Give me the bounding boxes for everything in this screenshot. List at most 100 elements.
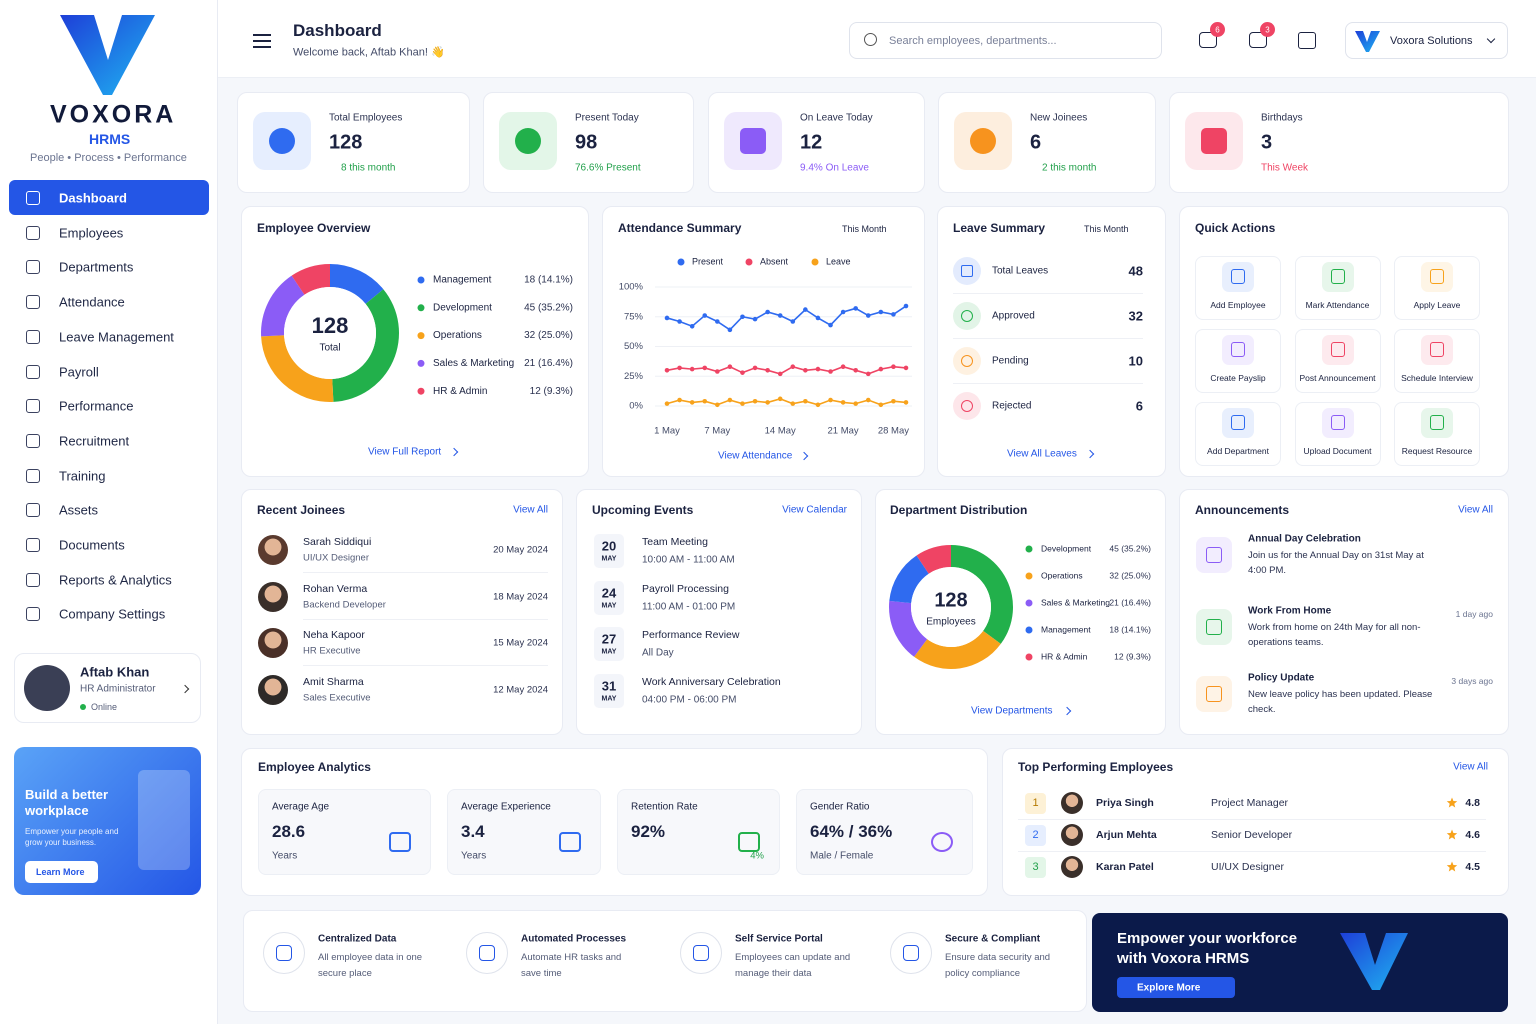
action-tile[interactable] [1394,256,1480,320]
badge-count: 3 [1265,25,1270,34]
nav-item[interactable]: Recruitment [59,433,130,449]
mail-icon[interactable] [1249,32,1267,48]
nav-item[interactable]: Payroll [59,364,99,379]
action-label[interactable]: Upload Document [1303,446,1372,456]
card-title: Quick Actions [1195,221,1276,235]
event-time: 04:00 PM - 06:00 PM [642,694,737,705]
promo-text: Empower your people and grow your busine… [25,827,119,847]
nav-item[interactable]: Departments [59,259,134,275]
nav-item[interactable]: Training [59,468,106,484]
metric-box [258,789,431,875]
nav-icon [26,364,40,379]
nav-icon [26,399,40,414]
action-tile[interactable] [1294,329,1381,393]
rank-badge [1025,793,1046,814]
nav-item[interactable]: Leave Management [59,329,174,345]
nav-icon [26,607,40,622]
joinee-role: HR Executive [303,645,361,657]
nav-icon [26,225,40,240]
event-day: 27 [601,631,617,647]
brand-name: VOXORA [50,100,177,129]
action-label[interactable]: Apply Leave [1413,300,1461,310]
leave-glyph [961,355,973,367]
feature-text: Automate HR tasks and save time [521,952,622,979]
feature-text: All employee data in one secure place [318,952,423,979]
performer-role: Senior Developer [1211,829,1293,841]
action-glyph [1430,269,1444,284]
card-title: Leave Summary [953,221,1046,235]
nav-item[interactable]: Attendance [59,294,125,310]
page-title: Dashboard [293,21,382,40]
menu-bar [253,34,271,36]
feature-icon [680,932,722,974]
nav-item[interactable]: Documents [59,537,125,553]
nav-item[interactable]: Dashboard [59,190,127,206]
action-tile[interactable] [1294,402,1381,466]
cta-button[interactable] [1117,977,1235,998]
action-tile[interactable] [1195,256,1281,320]
badge [1210,22,1225,37]
action-tile[interactable] [1394,329,1480,393]
cta-button-label[interactable]: Explore More [1137,982,1201,993]
action-label[interactable]: Schedule Interview [1401,373,1473,383]
feature-icon [466,932,508,974]
nav-icon [26,295,40,310]
nav-icon [26,191,40,205]
action-tile[interactable] [1195,329,1281,393]
leave-value: 48 [1128,263,1143,279]
badge [1260,22,1275,37]
metric-sub: 4% [750,850,764,862]
card-link[interactable]: View All Leaves [1007,448,1077,460]
action-label[interactable]: Request Resource [1401,446,1473,456]
event-month: MAY [601,602,617,609]
metric-value: 28.6 [272,822,306,841]
promo-button[interactable] [25,861,98,883]
promo-button-label[interactable]: Learn More [36,867,85,877]
nav-item[interactable]: Company Settings [59,606,166,622]
rank-badge [1025,857,1046,878]
action-label[interactable]: Post Announcement [1299,373,1376,383]
period-select[interactable]: This Month [842,224,887,234]
metric-sub: Years [272,850,298,862]
nav-item[interactable]: Employees [59,225,124,241]
nav-item[interactable]: Assets [59,502,99,518]
leave-icon [953,257,981,285]
card-link[interactable]: View Departments [971,705,1053,717]
action-label[interactable]: Create Payslip [1210,373,1266,383]
date-block [594,580,624,615]
action-label[interactable]: Add Employee [1210,300,1266,310]
kpi-label: Total Employees [329,112,403,124]
kpi-label: Present Today [575,112,639,124]
card-title: Top Performing Employees [1018,760,1174,774]
nav-item[interactable]: Performance [59,398,134,414]
welcome: Welcome back, Aftab Khan! 👋 [293,46,445,59]
search-box[interactable] [849,22,1162,59]
metric-icon [931,832,953,852]
action-glyph [1430,415,1444,430]
bell-icon[interactable] [1199,32,1217,48]
card-link[interactable]: View Full Report [368,446,442,458]
metric-sub: Years [461,850,487,862]
promo-illustration [138,770,190,870]
card-link[interactable]: View Attendance [718,450,793,462]
period-select[interactable]: This Month [1084,224,1129,234]
avatar [1061,824,1083,846]
performer-name: Arjun Mehta [1096,829,1157,841]
divider [953,383,1143,384]
action-label[interactable]: Mark Attendance [1305,300,1370,310]
kpi-note: 9.4% On Leave [800,162,869,174]
event-month: MAY [601,648,617,656]
divider [1018,851,1486,852]
kpi-glyph [740,128,766,154]
calendar-icon[interactable] [1298,32,1316,49]
feature-title: Secure & Compliant [945,933,1041,945]
feature-icon [890,932,932,974]
joinee-date: 15 May 2024 [493,637,548,649]
action-tile[interactable] [1195,402,1281,466]
nav-item[interactable]: Reports & Analytics [59,572,172,588]
action-tile[interactable] [1394,402,1480,466]
performer-name: Karan Patel [1096,861,1154,873]
kpi-value: 98 [575,131,598,154]
action-label[interactable]: Add Department [1207,446,1269,456]
action-tile[interactable] [1294,256,1381,320]
